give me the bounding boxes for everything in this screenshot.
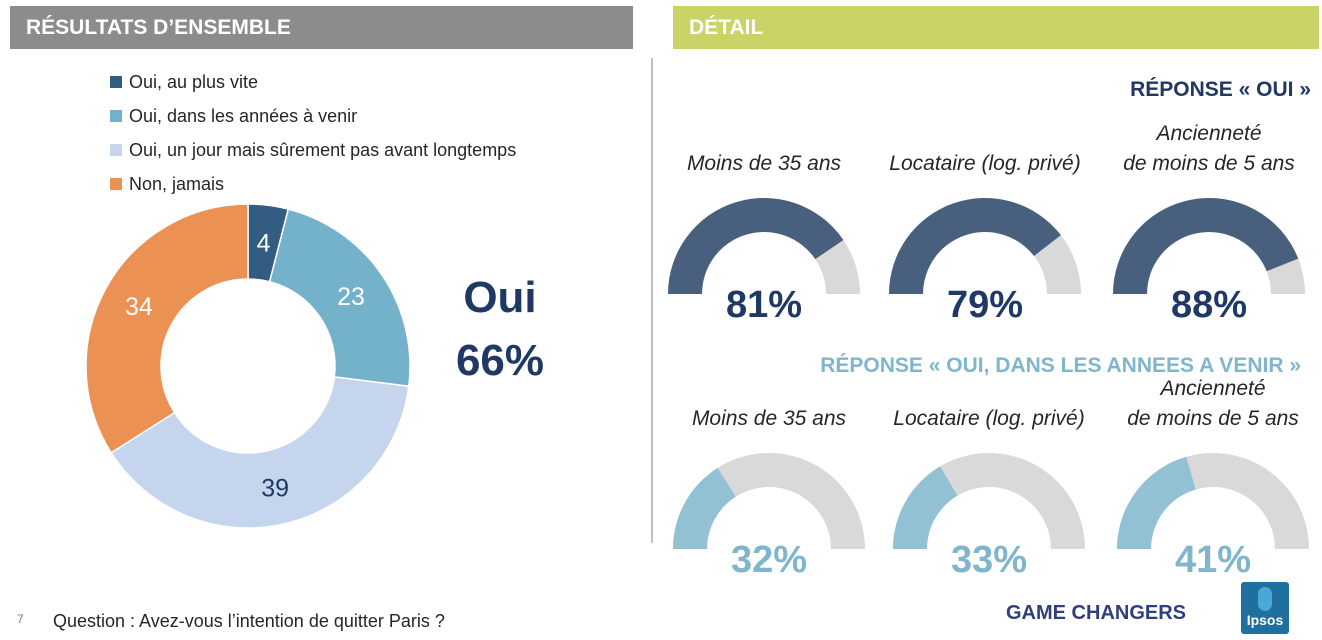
gauge-value-label: 88%	[1171, 284, 1247, 326]
gauge-fill	[673, 467, 736, 549]
legend-item: Oui, au plus vite	[110, 65, 516, 99]
donut-chart: 4 23 39 34	[85, 203, 411, 529]
gauge-value-label: 41%	[1175, 539, 1251, 581]
donut-slice	[110, 376, 410, 529]
gauge-value-label: 33%	[951, 539, 1027, 581]
gauge-fill	[1117, 456, 1196, 549]
legend-label: Oui, dans les années à venir	[129, 105, 358, 126]
oui-total-label: Oui	[463, 273, 536, 322]
donut-slice-label: 23	[337, 283, 365, 311]
section-header-overall: RÉSULTATS D’ENSEMBLE	[10, 6, 633, 49]
gauge-label: de moins de 5 ans	[1127, 407, 1299, 430]
gauges-annees: Moins de 35 ans 32% Locataire (log. privé)…	[673, 377, 1309, 581]
gauges-oui: Moins de 35 ans 81% Locataire (log. privé)…	[668, 122, 1305, 326]
donut-slice	[268, 208, 411, 388]
legend-item: Non, jamais	[110, 167, 516, 201]
gauge-label: Locataire (log. privé)	[889, 152, 1080, 175]
legend-label: Non, jamais	[129, 173, 225, 194]
legend-item: Oui, un jour mais sûrement pas avant lon…	[110, 133, 516, 167]
legend-label: Oui, au plus vite	[129, 71, 259, 92]
gauge-fill	[668, 198, 844, 294]
legend-swatch	[110, 144, 122, 156]
donut-slice-label: 4	[257, 229, 271, 257]
gauge-label: Ancienneté	[1158, 377, 1265, 400]
legend-label: Oui, un jour mais sûrement pas avant lon…	[129, 139, 517, 160]
donut-slice-label: 34	[125, 293, 153, 321]
oui-total-value: 66%	[456, 336, 544, 385]
gauge-value-label: 81%	[726, 284, 802, 326]
section-header-overall-text: RÉSULTATS D’ENSEMBLE	[26, 15, 291, 39]
legend-swatch	[110, 110, 122, 122]
donut-slice-label: 39	[261, 475, 289, 503]
gauge-fill	[893, 466, 958, 549]
section-header-detail-text: DÉTAIL	[689, 15, 764, 39]
donut-legend: Oui, au plus vite Oui, dans les années à…	[110, 65, 516, 201]
gauge-label: Moins de 35 ans	[692, 407, 847, 430]
donut-slice	[85, 203, 249, 454]
gauge-value-label: 32%	[731, 539, 807, 581]
gauge-label: Moins de 35 ans	[687, 152, 842, 175]
gauge-fill	[1113, 197, 1299, 294]
gauge-label: de moins de 5 ans	[1123, 152, 1295, 175]
legend-swatch	[110, 76, 122, 88]
legend-swatch	[110, 178, 122, 190]
ipsos-logo-text: Ipsos	[1246, 612, 1284, 628]
vertical-divider	[651, 58, 653, 543]
section-header-detail: DÉTAIL	[673, 6, 1319, 49]
gauge-group-title-oui: RÉPONSE « OUI »	[1130, 78, 1311, 101]
page-number: 7	[17, 612, 24, 626]
brand-tagline: GAME CHANGERS	[1006, 602, 1187, 624]
ipsos-logo: Ipsos	[1241, 582, 1289, 634]
gauge-value-label: 79%	[947, 284, 1023, 326]
gauge-fill	[889, 198, 1061, 294]
survey-question: Question : Avez-vous l’intention de quit…	[53, 611, 445, 631]
ipsos-logo-mark	[1258, 587, 1272, 611]
gauge-label: Locataire (log. privé)	[893, 407, 1084, 430]
gauge-group-title-annees: RÉPONSE « OUI, DANS LES ANNEES A VENIR »	[820, 354, 1301, 377]
legend-item: Oui, dans les années à venir	[110, 99, 516, 133]
gauge-label: Ancienneté	[1154, 122, 1261, 145]
